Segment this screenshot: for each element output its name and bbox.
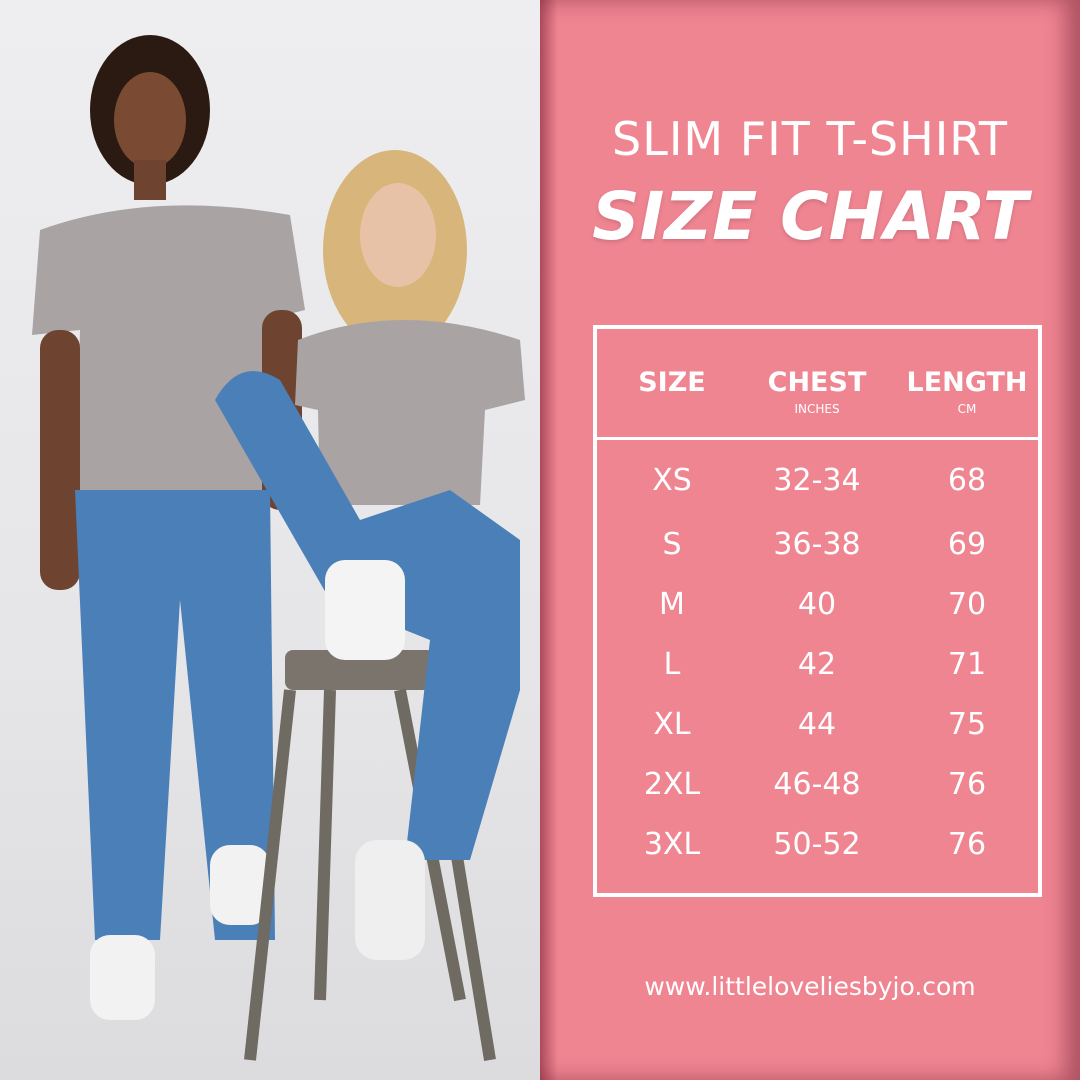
size-chart-panel: SLIM FIT T-SHIRT SIZE CHART SIZE CHEST I… (540, 0, 1080, 1080)
cell-size: L (663, 647, 681, 682)
cell-chest: 46-48 (773, 767, 861, 802)
cell-chest: 32-34 (773, 463, 861, 498)
table-header: SIZE CHEST INCHES LENGTH CM (597, 329, 1038, 440)
cell-size: S (662, 527, 682, 562)
header-length: LENGTH CM (897, 367, 1037, 416)
table-row: XS 32-34 68 (597, 463, 1038, 523)
cell-length: 69 (947, 527, 987, 562)
size-table: SIZE CHEST INCHES LENGTH CM XS 32-34 68 S 36… (593, 325, 1042, 897)
cell-chest: 42 (797, 647, 837, 682)
cell-chest: 44 (797, 707, 837, 742)
table-row: 3XL 50-52 76 (597, 827, 1038, 887)
title-line-1: SLIM FIT T-SHIRT (612, 112, 1008, 166)
header-size: SIZE (617, 367, 727, 398)
header-chest: CHEST INCHES (757, 367, 877, 416)
models-photo (0, 0, 540, 1080)
table-row: XL 44 75 (597, 707, 1038, 767)
header-label: CHEST (767, 367, 867, 398)
cell-size: M (659, 587, 685, 622)
cell-chest: 36-38 (773, 527, 861, 562)
cell-chest: 50-52 (773, 827, 861, 862)
cell-length: 71 (947, 647, 987, 682)
table-row: M 40 70 (597, 587, 1038, 647)
cell-length: 70 (947, 587, 987, 622)
cell-length: 76 (947, 767, 987, 802)
models-wearing-tshirts-photo (32, 35, 525, 1061)
cell-size: 3XL (643, 827, 701, 862)
header-unit: INCHES (794, 402, 840, 416)
header-unit: CM (957, 402, 977, 416)
header-label: SIZE (638, 367, 706, 398)
cell-length: 68 (947, 463, 987, 498)
cell-size: XL (653, 707, 691, 742)
title-line-2: SIZE CHART (592, 178, 1028, 255)
table-row: S 36-38 69 (597, 527, 1038, 587)
header-label: LENGTH (906, 367, 1028, 398)
table-row: L 42 71 (597, 647, 1038, 707)
cell-size: XS (652, 463, 692, 498)
cell-length: 76 (947, 827, 987, 862)
cell-chest: 40 (797, 587, 837, 622)
table-row: 2XL 46-48 76 (597, 767, 1038, 827)
cell-length: 75 (947, 707, 987, 742)
cell-size: 2XL (643, 767, 701, 802)
website-url: www.littleloveliesbyjo.com (644, 972, 976, 1001)
